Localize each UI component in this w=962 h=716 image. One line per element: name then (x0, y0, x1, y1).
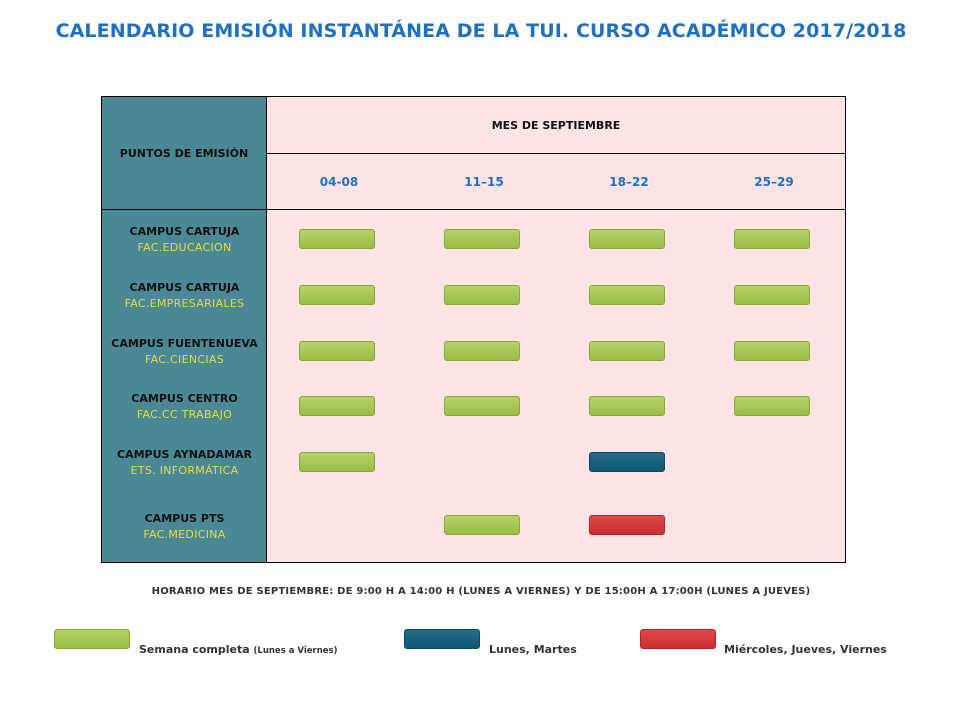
emission-point-label: CAMPUS CENTRO FAC.CC TRABAJO (102, 391, 267, 423)
calendar-table: PUNTOS DE EMISIÓN CAMPUS CARTUJA FAC.EDUC… (101, 96, 846, 563)
faculty-name: FAC.EMPRESARIALES (124, 297, 245, 310)
legend-mon-tue-swatch (404, 629, 480, 649)
schedule-bar-full (299, 229, 375, 249)
emission-point-label: CAMPUS AYNADAMAR ETS. INFORMÁTICA (102, 447, 267, 479)
weeks-header: 04-08 11–15 18–22 25–29 (267, 154, 845, 210)
schedule-bar-full (299, 285, 375, 305)
legend-full-week-swatch (54, 629, 130, 649)
legend-wed-fri-swatch (640, 629, 716, 649)
week-header: 18–22 (609, 174, 649, 189)
emission-point-label: CAMPUS PTS FAC.MEDICINA (102, 511, 267, 543)
campus-name: CAMPUS CENTRO (131, 392, 238, 405)
faculty-name: FAC.CC TRABAJO (136, 408, 233, 421)
schedule-bar-full (589, 229, 665, 249)
campus-name: CAMPUS CARTUJA (129, 281, 240, 294)
schedule-bar-full (444, 515, 520, 535)
faculty-name: FAC.CIENCIAS (145, 353, 224, 366)
emission-points-column: PUNTOS DE EMISIÓN CAMPUS CARTUJA FAC.EDUC… (102, 97, 267, 562)
month-header: MES DE SEPTIEMBRE (267, 97, 845, 154)
schedule-bar-full (444, 396, 520, 416)
faculty-name: FAC.EDUCACION (137, 241, 232, 254)
schedule-bar-full (734, 396, 810, 416)
faculty-name: FAC.MEDICINA (143, 528, 226, 541)
schedule-bar-full (734, 229, 810, 249)
campus-name: CAMPUS FUENTENUEVA (111, 337, 258, 350)
schedule-bar-full (444, 285, 520, 305)
week-header: 11–15 (464, 174, 504, 189)
emission-point-label: CAMPUS CARTUJA FAC.EDUCACION (102, 224, 267, 256)
page-title: CALENDARIO EMISIÓN INSTANTÁNEA DE LA TUI… (55, 20, 907, 42)
legend-wed-fri-label: Miércoles, Jueves, Viernes (724, 643, 887, 656)
schedule-note: HORARIO MES DE SEPTIEMBRE: DE 9:00 H A 1… (151, 586, 811, 597)
faculty-name: ETS. INFORMÁTICA (130, 464, 239, 477)
schedule-bar-full (299, 396, 375, 416)
schedule-bar-wed-fri (589, 515, 665, 535)
schedule-bar-full (299, 452, 375, 472)
schedule-bar-full (444, 229, 520, 249)
schedule-bar-mon-tue (589, 452, 665, 472)
schedule-bar-full (589, 285, 665, 305)
week-header: 04-08 (319, 174, 359, 189)
schedule-bar-full (589, 341, 665, 361)
schedule-bar-full (734, 285, 810, 305)
legend-full-week-label: Semana completa (Lunes a Viernes) (139, 643, 338, 656)
campus-name: CAMPUS CARTUJA (129, 225, 240, 238)
campus-name: CAMPUS PTS (144, 512, 225, 525)
emission-point-label: CAMPUS FUENTENUEVA FAC.CIENCIAS (102, 336, 267, 368)
points-header: PUNTOS DE EMISIÓN (102, 97, 266, 210)
schedule-bar-full (444, 341, 520, 361)
emission-point-label: CAMPUS CARTUJA FAC.EMPRESARIALES (102, 280, 267, 312)
legend-mon-tue-label: Lunes, Martes (489, 643, 577, 656)
campus-name: CAMPUS AYNADAMAR (117, 448, 252, 461)
schedule-bar-full (589, 396, 665, 416)
schedule-bar-full (299, 341, 375, 361)
week-header: 25–29 (754, 174, 794, 189)
schedule-bar-full (734, 341, 810, 361)
